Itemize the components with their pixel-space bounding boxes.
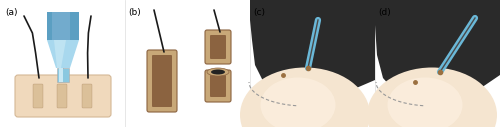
FancyBboxPatch shape — [152, 55, 172, 107]
Ellipse shape — [240, 67, 370, 127]
FancyBboxPatch shape — [205, 70, 231, 102]
Polygon shape — [375, 0, 500, 105]
Text: (c): (c) — [253, 8, 265, 17]
Polygon shape — [54, 40, 66, 68]
Polygon shape — [250, 0, 375, 105]
Ellipse shape — [207, 68, 229, 76]
FancyBboxPatch shape — [33, 84, 43, 108]
Bar — [57, 68, 69, 82]
Ellipse shape — [388, 77, 462, 127]
Ellipse shape — [367, 67, 497, 127]
Ellipse shape — [260, 77, 336, 127]
FancyBboxPatch shape — [147, 50, 177, 112]
FancyBboxPatch shape — [57, 84, 67, 108]
Ellipse shape — [211, 69, 225, 75]
Polygon shape — [47, 40, 79, 68]
FancyBboxPatch shape — [205, 30, 231, 64]
Text: (a): (a) — [5, 8, 18, 17]
Bar — [59, 68, 63, 82]
Text: (d): (d) — [378, 8, 391, 17]
FancyBboxPatch shape — [82, 84, 92, 108]
Bar — [52, 12, 70, 40]
FancyBboxPatch shape — [15, 75, 111, 117]
FancyBboxPatch shape — [210, 75, 226, 97]
Bar — [47, 12, 79, 40]
FancyBboxPatch shape — [210, 35, 226, 59]
Text: (b): (b) — [128, 8, 141, 17]
